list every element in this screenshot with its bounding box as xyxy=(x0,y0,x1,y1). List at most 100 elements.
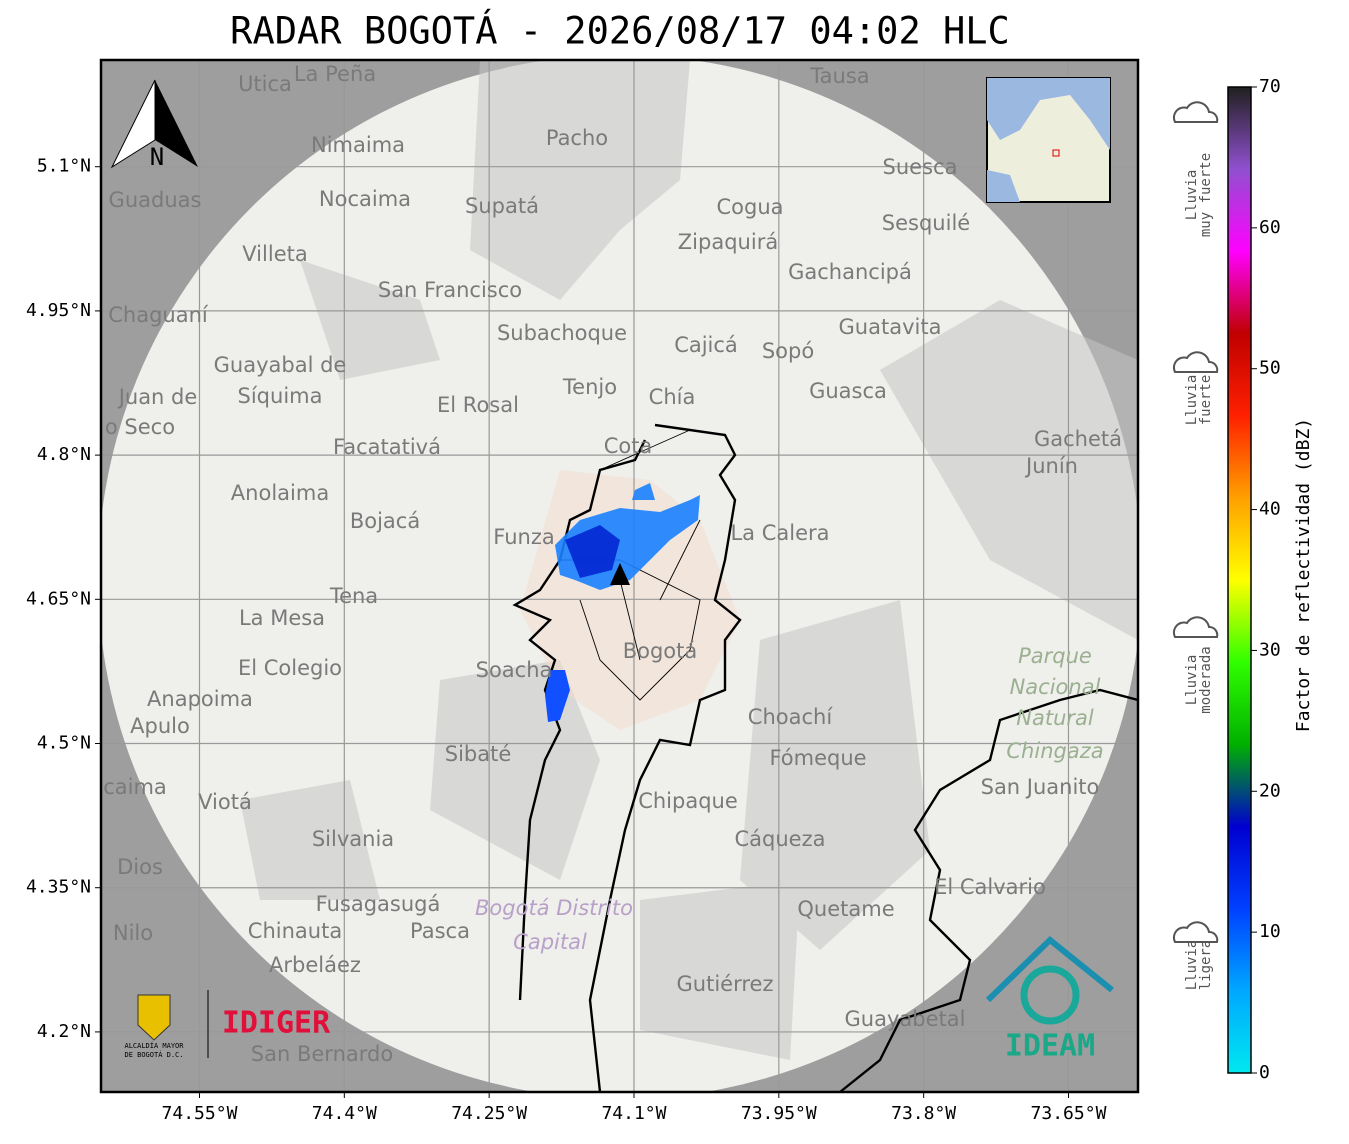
alcaldia-text: DE BOGOTÁ D.C. xyxy=(124,1050,183,1059)
inset-sea xyxy=(987,78,1110,202)
place-label: Silvania xyxy=(312,827,394,851)
place-label: Pacho xyxy=(546,126,608,150)
x-tick-label: 73.65°W xyxy=(1031,1103,1107,1124)
idiger-logo: IDIGER xyxy=(222,1006,331,1041)
place-label: Nacional xyxy=(1010,675,1101,699)
place-label: Villeta xyxy=(242,242,307,266)
north-arrow xyxy=(155,80,198,167)
place-label: o Seco xyxy=(105,415,175,439)
place-label: Apulo xyxy=(130,714,190,738)
place-label: Tausa xyxy=(809,64,869,88)
ideam-roof xyxy=(985,936,1114,1003)
radar-echo xyxy=(545,670,570,722)
place-label: Fusagasugá xyxy=(316,892,441,916)
place-label: Quetame xyxy=(797,897,894,921)
place-label: Subachoque xyxy=(497,321,627,345)
colorbar-tick-label: 0 xyxy=(1259,1062,1270,1083)
place-label: Guasca xyxy=(809,379,887,403)
rain-level-label: Lluvia xyxy=(1184,375,1200,426)
radar-echo xyxy=(565,525,620,578)
place-label: Choachí xyxy=(748,705,834,729)
colorbar-tick-label: 20 xyxy=(1259,780,1281,801)
place-label: Gachancipá xyxy=(788,260,912,284)
place-label: La Mesa xyxy=(239,606,325,630)
rain-icon xyxy=(1172,921,1219,943)
y-tick-label: 4.35°N xyxy=(26,877,91,898)
place-label: Nimaima xyxy=(311,133,405,157)
place-label: Soacha xyxy=(476,658,553,682)
place-label: Anolaima xyxy=(231,481,329,505)
place-label: Bogotá Distrito xyxy=(475,896,633,920)
rain-icon xyxy=(1172,101,1219,123)
place-label: Parque xyxy=(1018,644,1092,668)
y-tick-label: 4.65°N xyxy=(26,588,91,609)
place-label: Cota xyxy=(604,434,653,458)
place-label: Gutiérrez xyxy=(677,972,774,996)
place-label: Nocaima xyxy=(319,187,411,211)
place-label: Natural xyxy=(1016,706,1094,730)
place-label: Chingaza xyxy=(1006,739,1103,763)
title: RADAR BOGOTÁ - 2026/08/17 04:02 HLC xyxy=(230,9,1010,53)
x-tick-label: 74.55°W xyxy=(162,1103,238,1124)
place-label: Sopó xyxy=(762,339,814,363)
place-label: Sibaté xyxy=(445,742,512,766)
place-label: Tenjo xyxy=(562,375,617,399)
place-label: Zipaquirá xyxy=(678,230,778,254)
rain-level-label: Lluvia xyxy=(1184,655,1200,706)
place-label: Arbeláez xyxy=(269,953,361,977)
place-label: caima xyxy=(103,775,167,799)
colorbar xyxy=(1227,86,1252,1074)
place-label: Suesca xyxy=(883,155,958,179)
rain-level-label: moderada xyxy=(1198,646,1214,713)
place-label: Guaduas xyxy=(109,188,202,212)
place-label: San Francisco xyxy=(378,278,522,302)
y-tick-label: 4.8°N xyxy=(37,444,91,465)
place-label: Bogotá xyxy=(623,639,698,663)
colorbar-tick-label: 10 xyxy=(1259,921,1281,942)
place-label: Guayabetal xyxy=(845,1007,966,1031)
colorbar-tick-label: 50 xyxy=(1259,358,1281,379)
alcaldia-shield xyxy=(137,994,171,1041)
place-label: Síquima xyxy=(238,384,323,408)
rain-level-label: muy fuerte xyxy=(1198,153,1214,237)
grid xyxy=(101,60,1138,1092)
radar-site xyxy=(610,563,630,585)
north-label: N xyxy=(150,143,164,171)
boundaries xyxy=(512,423,1138,1092)
place-label: Cogua xyxy=(716,195,783,219)
place-label: Sesquilé xyxy=(882,211,970,235)
rain-icon xyxy=(1172,616,1219,638)
place-label: Chinauta xyxy=(248,919,342,943)
x-tick-label: 73.8°W xyxy=(891,1103,956,1124)
place-label: El Rosal xyxy=(437,393,519,417)
place-label: El Colegio xyxy=(238,656,342,680)
place-label: Chaguaní xyxy=(108,303,209,327)
y-tick-label: 5.1°N xyxy=(37,156,91,177)
y-tick-label: 4.95°N xyxy=(26,300,91,321)
place-label: San Bernardo xyxy=(251,1042,393,1066)
place-label: Gachetá xyxy=(1034,427,1122,451)
place-label: Utica xyxy=(238,72,292,96)
place-label: Nilo xyxy=(113,921,153,945)
alcaldia-text: ALCALDÍA MAYOR xyxy=(124,1041,184,1050)
place-label: Facatativá xyxy=(333,435,441,459)
localities xyxy=(560,429,701,701)
colorbar-tick-label: 30 xyxy=(1259,639,1281,660)
ideam-swirl xyxy=(1020,965,1080,1025)
place-label: Guayabal de xyxy=(214,353,347,377)
terrain-shading xyxy=(240,60,1138,1060)
place-label: Junín xyxy=(1024,454,1078,478)
rain-icon xyxy=(1172,351,1219,373)
rain-level-label: fuerte xyxy=(1198,375,1214,426)
place-label: Bojacá xyxy=(350,509,420,533)
place-label: Cajicá xyxy=(674,333,738,357)
x-tick-label: 74.4°W xyxy=(312,1103,377,1124)
colorbar-tick-label: 60 xyxy=(1259,217,1281,238)
rain-level-label: ligera xyxy=(1198,940,1214,991)
y-tick-label: 4.5°N xyxy=(37,733,91,754)
place-label: Juan de xyxy=(117,385,198,409)
place-label: Supatá xyxy=(465,194,539,218)
